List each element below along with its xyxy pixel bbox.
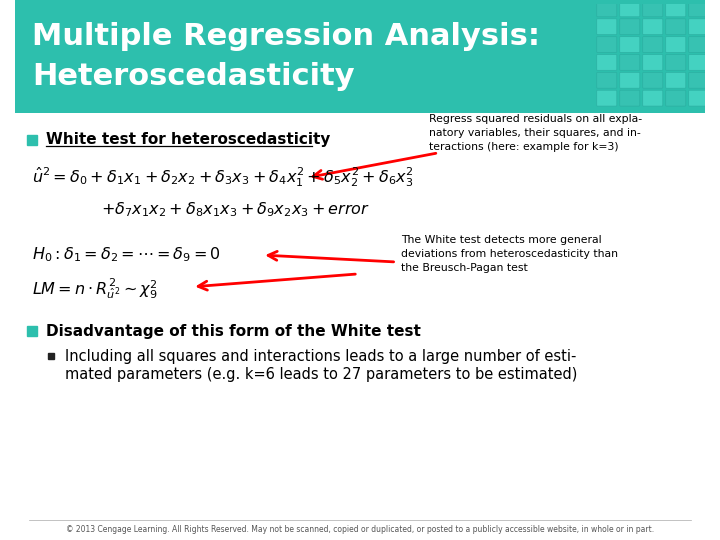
Text: White test for heteroscedasticity: White test for heteroscedasticity	[46, 132, 330, 147]
FancyBboxPatch shape	[643, 19, 663, 35]
FancyBboxPatch shape	[597, 72, 617, 88]
FancyBboxPatch shape	[620, 72, 640, 88]
Text: Heteroscedasticity: Heteroscedasticity	[32, 62, 355, 91]
FancyBboxPatch shape	[643, 37, 663, 52]
FancyBboxPatch shape	[666, 72, 685, 88]
FancyBboxPatch shape	[597, 90, 617, 106]
FancyBboxPatch shape	[688, 72, 708, 88]
Text: $+ \delta_7 x_1 x_2 + \delta_8 x_1 x_3 + \delta_9 x_2 x_3 + error$: $+ \delta_7 x_1 x_2 + \delta_8 x_1 x_3 +…	[102, 200, 370, 219]
Text: $LM = n \cdot R_{\hat{u}^2}^2 \sim \chi_9^2$: $LM = n \cdot R_{\hat{u}^2}^2 \sim \chi_…	[32, 276, 158, 301]
FancyBboxPatch shape	[666, 19, 685, 35]
Text: Including all squares and interactions leads to a large number of esti-: Including all squares and interactions l…	[65, 349, 576, 364]
Text: Multiple Regression Analysis:: Multiple Regression Analysis:	[32, 22, 540, 51]
FancyBboxPatch shape	[15, 0, 705, 113]
FancyBboxPatch shape	[666, 37, 685, 52]
FancyBboxPatch shape	[620, 55, 640, 70]
FancyBboxPatch shape	[597, 19, 617, 35]
FancyBboxPatch shape	[688, 37, 708, 52]
Text: $H_0 : \delta_1 = \delta_2 = \cdots = \delta_9 = 0$: $H_0 : \delta_1 = \delta_2 = \cdots = \d…	[32, 246, 221, 265]
FancyBboxPatch shape	[688, 90, 708, 106]
FancyBboxPatch shape	[643, 1, 663, 17]
FancyBboxPatch shape	[688, 19, 708, 35]
FancyBboxPatch shape	[620, 90, 640, 106]
Text: Disadvantage of this form of the White test: Disadvantage of this form of the White t…	[46, 324, 420, 339]
Text: $\hat{u}^2 = \delta_0 + \delta_1 x_1 + \delta_2 x_2 + \delta_3 x_3 + \delta_4 x_: $\hat{u}^2 = \delta_0 + \delta_1 x_1 + \…	[32, 166, 414, 190]
FancyBboxPatch shape	[666, 55, 685, 70]
FancyBboxPatch shape	[597, 55, 617, 70]
FancyBboxPatch shape	[666, 1, 685, 17]
FancyBboxPatch shape	[643, 72, 663, 88]
Text: Regress squared residuals on all expla-
natory variables, their squares, and in-: Regress squared residuals on all expla- …	[429, 114, 642, 152]
FancyBboxPatch shape	[597, 1, 617, 17]
FancyBboxPatch shape	[620, 19, 640, 35]
Text: © 2013 Cengage Learning. All Rights Reserved. May not be scanned, copied or dupl: © 2013 Cengage Learning. All Rights Rese…	[66, 524, 654, 534]
FancyBboxPatch shape	[643, 55, 663, 70]
FancyBboxPatch shape	[620, 1, 640, 17]
FancyBboxPatch shape	[643, 90, 663, 106]
FancyBboxPatch shape	[688, 1, 708, 17]
FancyBboxPatch shape	[597, 37, 617, 52]
Text: The White test detects more general
deviations from heteroscedasticity than
the : The White test detects more general devi…	[401, 235, 618, 273]
FancyBboxPatch shape	[666, 90, 685, 106]
FancyBboxPatch shape	[620, 37, 640, 52]
FancyBboxPatch shape	[688, 55, 708, 70]
Text: mated parameters (e.g. k=6 leads to 27 parameters to be estimated): mated parameters (e.g. k=6 leads to 27 p…	[65, 367, 577, 382]
